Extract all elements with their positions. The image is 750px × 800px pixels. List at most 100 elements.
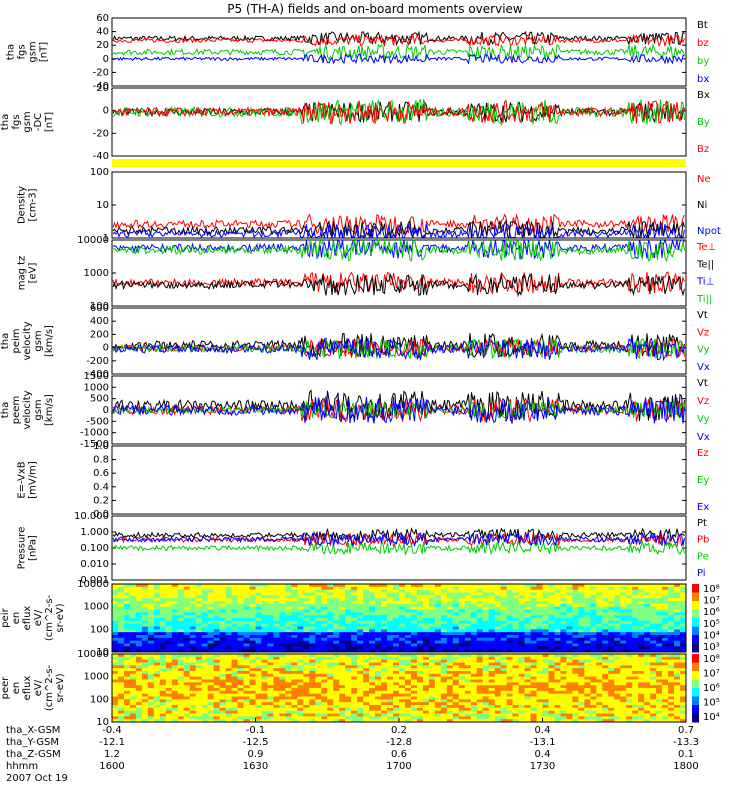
heatmap-cell — [375, 716, 382, 720]
heatmap-cell — [177, 710, 185, 714]
heatmap-cell — [321, 705, 328, 709]
heatmap-cell — [291, 632, 298, 636]
heatmap-cell — [255, 713, 262, 717]
heatmap-cell — [117, 696, 125, 700]
heatmap-cell — [387, 629, 394, 633]
heatmap-cell — [351, 649, 358, 653]
heatmap-cell — [345, 592, 352, 596]
heatmap-cell — [285, 682, 292, 686]
heatmap-cell — [590, 637, 597, 642]
heatmap-cell — [249, 656, 256, 661]
heatmap-cell — [327, 592, 334, 596]
heatmap-cell — [165, 688, 173, 692]
heatmap-cell — [177, 618, 185, 622]
heatmap-cell — [261, 632, 268, 636]
heatmap-cell — [375, 601, 382, 605]
heatmap-cell — [590, 690, 597, 695]
ytick-label: -1500 — [80, 439, 109, 450]
heatmap-cell — [219, 682, 227, 686]
heatmap-cell — [147, 589, 155, 593]
heatmap-cell — [129, 629, 137, 633]
heatmap-cell — [656, 635, 663, 639]
heatmap-cell — [195, 668, 203, 672]
heatmap-cell — [183, 635, 191, 639]
heatmap-cell — [399, 603, 406, 608]
heatmap-cell — [249, 643, 256, 647]
heatmap-cell — [464, 682, 472, 686]
heatmap-cell — [500, 699, 508, 703]
heatmap-cell — [578, 668, 585, 672]
heatmap-cell — [393, 688, 400, 692]
heatmap-cell — [572, 690, 579, 695]
heatmap-cell — [291, 595, 298, 599]
heatmap-cell — [363, 620, 370, 625]
heatmap-cell — [422, 601, 430, 605]
heatmap-cell — [171, 606, 179, 610]
heatmap-cell — [446, 713, 454, 717]
heatmap-cell — [399, 606, 406, 610]
heatmap-cell — [321, 609, 328, 613]
heatmap-cell — [590, 584, 597, 588]
heatmap-cell — [207, 668, 215, 672]
xtick-label: 1800 — [673, 761, 698, 772]
heatmap-cell — [345, 699, 352, 703]
heatmap-cell — [369, 629, 376, 633]
heatmap-cell — [434, 682, 442, 686]
heatmap-cell — [195, 646, 203, 650]
heatmap-cell — [488, 679, 496, 683]
heatmap-cell — [464, 699, 472, 703]
heatmap-cell — [393, 713, 400, 717]
heatmap-cell — [518, 586, 526, 591]
heatmap-cell — [416, 673, 424, 678]
heatmap-cell — [189, 710, 197, 714]
heatmap-cell — [285, 620, 292, 625]
heatmap-cell — [494, 659, 502, 663]
heatmap-cell — [410, 696, 418, 700]
heatmap-cell — [656, 584, 663, 588]
heatmap-cell — [506, 632, 514, 636]
heatmap-cell — [225, 643, 233, 647]
heatmap-cell — [620, 676, 627, 680]
heatmap-cell — [315, 609, 322, 613]
heatmap-cell — [620, 665, 627, 669]
heatmap-cell — [542, 665, 549, 669]
heatmap-cell — [297, 710, 304, 714]
heatmap-cell — [243, 671, 251, 675]
heatmap-cell — [644, 696, 651, 700]
heatmap-cell — [560, 632, 567, 636]
heatmap-cell — [363, 659, 370, 663]
heatmap-cell — [620, 649, 627, 653]
heatmap-cell — [560, 640, 567, 644]
heatmap-cell — [500, 710, 508, 714]
heatmap-cell — [572, 688, 579, 692]
heatmap-cell — [644, 601, 651, 605]
heatmap-cell — [171, 676, 179, 680]
heatmap-cell — [183, 603, 191, 608]
heatmap-cell — [422, 615, 430, 619]
heatmap-cell — [662, 659, 669, 663]
heatmap-cell — [375, 673, 382, 678]
heatmap-cell — [201, 589, 209, 593]
heatmap-cell — [548, 595, 555, 599]
heatmap-cell — [404, 643, 412, 647]
heatmap-cell — [249, 637, 256, 642]
heatmap-cell — [632, 713, 639, 717]
heatmap-cell — [542, 693, 549, 697]
heatmap-cell — [321, 595, 328, 599]
heatmap-cell — [291, 696, 298, 700]
ylabel-line: peer — [0, 676, 11, 700]
heatmap-cell — [177, 671, 185, 675]
heatmap-cell — [369, 595, 376, 599]
heatmap-cell — [147, 637, 155, 642]
heatmap-cell — [536, 710, 543, 714]
heatmap-cell — [393, 665, 400, 669]
ytick-label: 40 — [96, 27, 109, 38]
heatmap-cell — [369, 586, 376, 591]
heatmap-cell — [327, 705, 334, 709]
heatmap-cell — [171, 679, 179, 683]
heatmap-cell — [434, 716, 442, 720]
heatmap-cell — [291, 659, 298, 663]
heatmap-cell — [632, 656, 639, 661]
legend-Bz: Bz — [697, 144, 709, 155]
heatmap-cell — [476, 592, 484, 596]
